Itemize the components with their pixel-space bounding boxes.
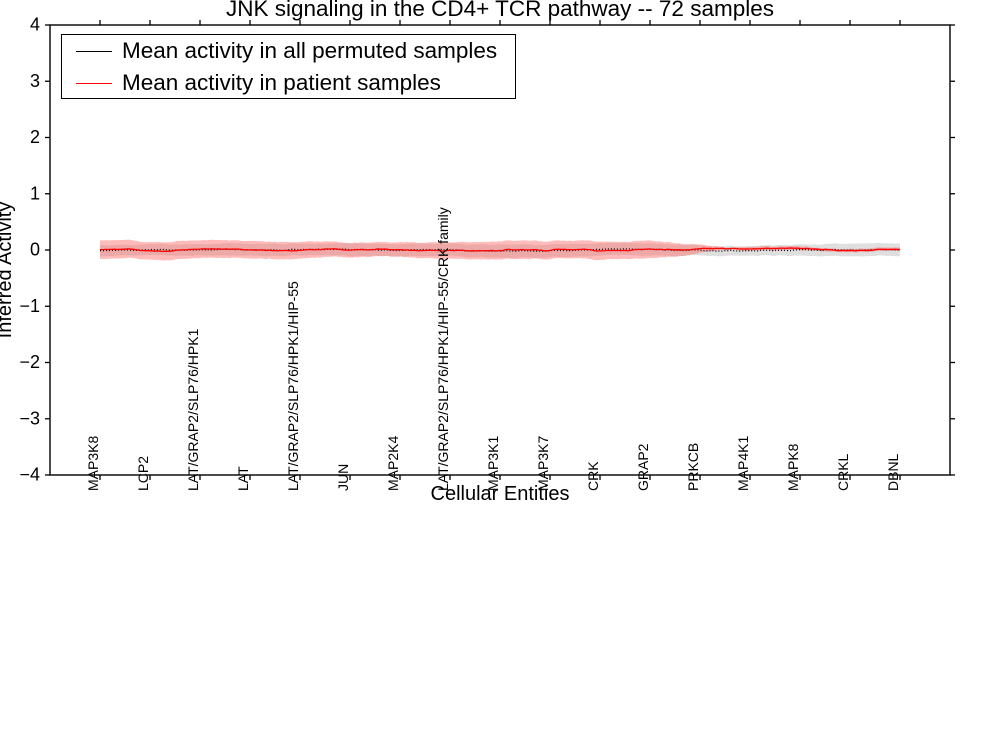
svg-text:−4: −4 (19, 465, 40, 485)
svg-text:0: 0 (30, 240, 40, 260)
svg-text:−2: −2 (19, 352, 40, 372)
svg-text:−1: −1 (19, 296, 40, 316)
svg-text:3: 3 (30, 71, 40, 91)
svg-text:2: 2 (30, 127, 40, 147)
svg-text:−3: −3 (19, 408, 40, 428)
svg-text:1: 1 (30, 183, 40, 203)
